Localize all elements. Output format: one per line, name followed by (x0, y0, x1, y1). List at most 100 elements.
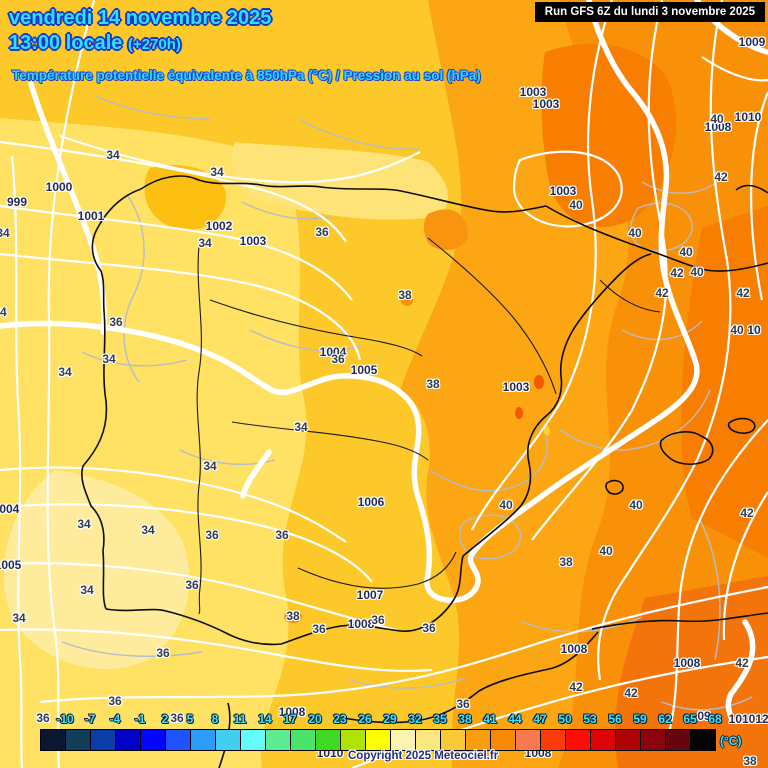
legend-cell (341, 730, 366, 750)
legend-cell (91, 730, 116, 750)
legend-tick-label: 62 (658, 712, 672, 726)
legend-cell (541, 730, 566, 750)
legend-tick-label: -10 (56, 712, 74, 726)
pressure-label: 1002 (205, 219, 233, 233)
gray-contour-lines (61, 95, 753, 711)
temperature-label: 34 (80, 583, 94, 597)
temperature-label: 36 (170, 711, 184, 725)
pressure-label: 1005 (350, 363, 378, 377)
legend-tick-label: 32 (408, 712, 422, 726)
temperature-label: 40 (599, 544, 613, 558)
pressure-label: 1008 (560, 642, 588, 656)
legend-cell (666, 730, 691, 750)
legend-cell (141, 730, 166, 750)
legend-tick-label: 14 (258, 712, 272, 726)
temperature-label: 34 (77, 517, 91, 531)
legend-cell (191, 730, 216, 750)
pressure-label: 1003 (532, 97, 560, 111)
pressure-label: 1004 (319, 345, 347, 359)
temperature-label: 34 (198, 236, 212, 250)
pressure-label: 1008 (278, 705, 306, 719)
legend-cell (416, 730, 441, 750)
temperature-label: 36 (205, 528, 219, 542)
temperature-label: 40 (679, 245, 693, 259)
temperature-label: 36 (315, 225, 329, 239)
temperature-label: 36 (156, 646, 170, 660)
legend-cell (391, 730, 416, 750)
pressure-label: 1003 (519, 85, 547, 99)
temperature-label: 36 (422, 621, 436, 635)
temperature-label: 42 (735, 656, 749, 670)
pressure-label: 09 (697, 709, 711, 723)
legend-tick-label: 11 (233, 712, 247, 726)
temperature-label: 36 (185, 578, 199, 592)
temperature-label: 34 (294, 420, 308, 434)
pressure-label: 1008 (673, 656, 701, 670)
legend-cell (366, 730, 391, 750)
legend-tick-label: 47 (533, 712, 547, 726)
legend-tick-label: 35 (433, 712, 447, 726)
coastline-borders (81, 175, 768, 768)
border-river-lines (196, 237, 661, 615)
temperature-label: 34 (0, 226, 10, 240)
temperature-label: 38 (286, 609, 300, 623)
legend-tick-label: 5 (186, 712, 194, 726)
legend-cell (316, 730, 341, 750)
run-info-badge: Run GFS 6Z du lundi 3 novembre 2025 (534, 2, 765, 22)
legend-bar (40, 729, 716, 751)
legend-cell (41, 730, 66, 750)
legend-tick-label: 38 (458, 712, 472, 726)
temperature-label: 36 (456, 697, 470, 711)
pressure-label: 12 (755, 712, 768, 726)
temperature-label: 36 (275, 528, 289, 542)
legend-tick-label: 41 (483, 712, 497, 726)
temperature-label: 36 (36, 711, 50, 725)
legend-tick-label: 2 (161, 712, 169, 726)
pressure-label: 1003 (549, 184, 577, 198)
temperature-label: 34 (12, 611, 26, 625)
temperature-label: 34 (203, 459, 217, 473)
legend-tick-label: 17 (283, 712, 297, 726)
temperature-label: 42 (655, 286, 669, 300)
pressure-label: 1003 (502, 380, 530, 394)
temperature-label: 34 (106, 148, 120, 162)
temperature-label: 36 (109, 315, 123, 329)
legend-tick-label: 29 (383, 712, 397, 726)
legend-tick-label: 44 (508, 712, 522, 726)
legend-tick-label: 26 (358, 712, 372, 726)
pressure-label: 1000 (45, 180, 73, 194)
legend-cell (491, 730, 516, 750)
pressure-label: 1005 (0, 558, 22, 572)
temperature-label: 40 (628, 226, 642, 240)
forecast-time-row: 13:00 locale (+270h) (9, 32, 181, 55)
pressure-label: 1004 (0, 502, 20, 516)
pressure-label: 1008 (704, 120, 732, 134)
legend-cell (166, 730, 191, 750)
temperature-label: 42 (624, 686, 638, 700)
legend-tick-label: 23 (333, 712, 347, 726)
temperature-label: 36 (371, 613, 385, 627)
pressure-label: 1008 (347, 617, 375, 631)
legend-tick-label: 8 (211, 712, 219, 726)
forecast-time: 13:00 locale (9, 32, 123, 54)
legend-cell (441, 730, 466, 750)
pressure-label: 1009 (738, 35, 766, 49)
temperature-label: 36 (108, 694, 122, 708)
legend-tick-label: 68 (708, 712, 722, 726)
pressure-label: 1001 (77, 209, 105, 223)
temperature-label: 42 (736, 286, 750, 300)
temperature-label: 40 (569, 198, 583, 212)
pressure-label: 1003 (239, 234, 267, 248)
legend-tick-label: 65 (683, 712, 697, 726)
temperature-label: 42 (714, 170, 728, 184)
temperature-label: 36 (312, 622, 326, 636)
copyright-text: Copyright 2025 Meteociel.fr (348, 750, 499, 762)
temperature-label: 40 (499, 498, 513, 512)
legend-cell (116, 730, 141, 750)
forecast-date: vendredi 14 novembre 2025 (9, 7, 272, 29)
temperature-label: 38 (398, 288, 412, 302)
legend-tick-label: 53 (583, 712, 597, 726)
